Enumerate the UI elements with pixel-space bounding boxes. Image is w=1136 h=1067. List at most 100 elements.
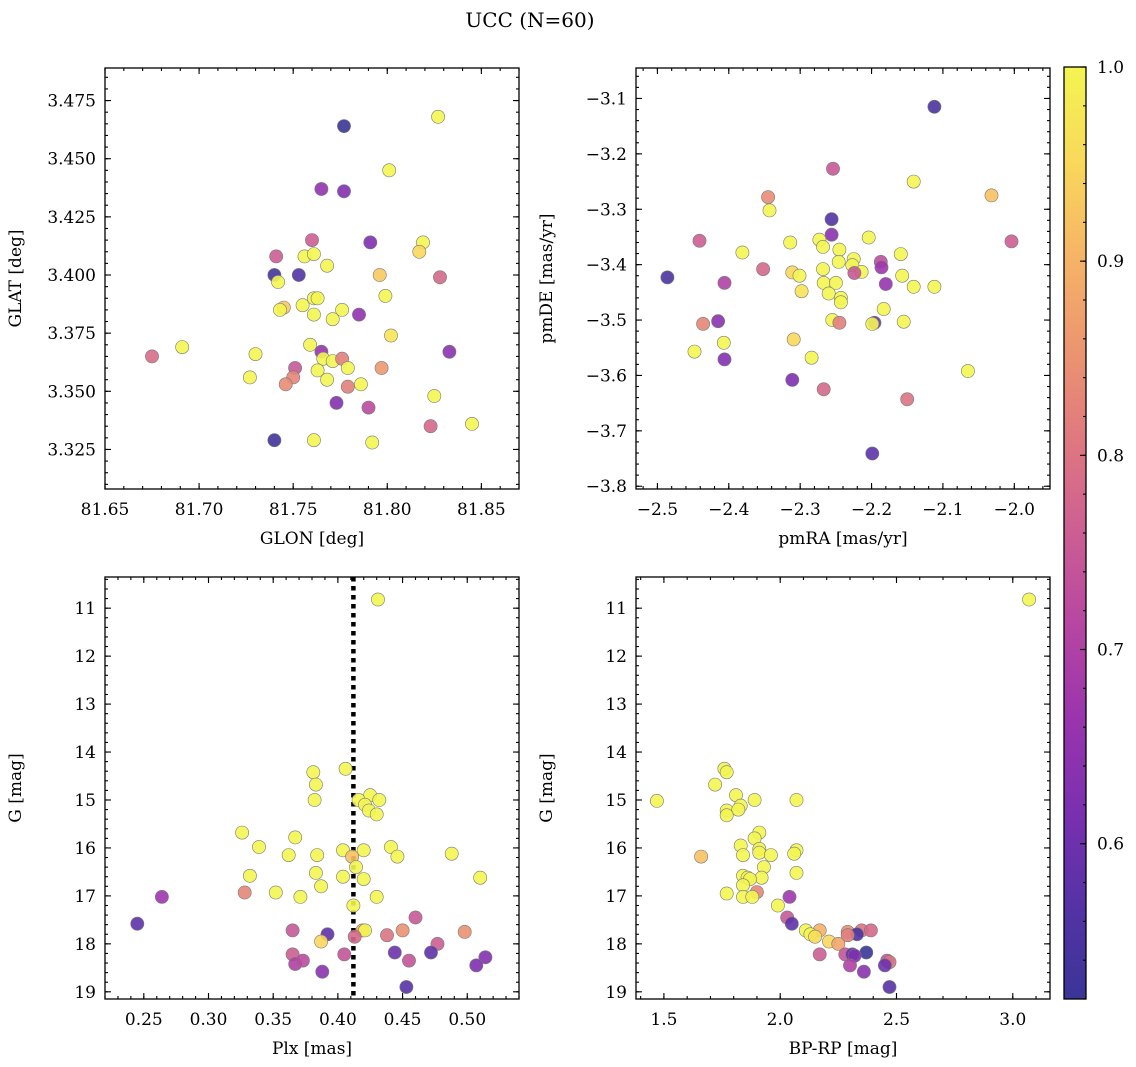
panel-glon-glat-point-51 (423, 419, 438, 434)
panel-plx-g-y-tick-label: 13 (74, 695, 96, 715)
panel-pm-point-32 (829, 275, 843, 290)
panel-color-g-axes: 1.5 2.0 2.5 3.0 11 12 13 14 15 16 17 18 19 (605, 576, 1051, 1030)
panel-glon-glat-y-tick-label: 3.400 (47, 266, 96, 286)
panel-pm-x-tick-label: −2.0 (994, 500, 1035, 520)
panel-plx-g-point-33 (369, 890, 384, 904)
panel-glon-glat-point-11 (306, 247, 321, 261)
panel-plx-g-point-24 (242, 868, 257, 883)
panel-pm-point-51 (717, 352, 732, 367)
panel-glon-glat-y-tick-label: 3.325 (47, 440, 96, 460)
panel-color-g-point-57 (857, 964, 871, 979)
panel-glon-glat-points (145, 109, 479, 450)
panel-glon-glat-y-tick-label: 3.375 (47, 324, 96, 344)
panel-plx-g-point-23 (308, 866, 323, 880)
panel-glon-glat-point-23 (378, 288, 393, 303)
panel-glon-glat-point-0 (337, 119, 351, 133)
panel-pm-point-6 (824, 212, 839, 227)
panel-pm-y-tick-label: −3.6 (586, 366, 627, 386)
panel-pm-point-3 (761, 190, 775, 204)
panel-glon-glat-point-17 (271, 275, 285, 289)
panel-glon-glat-point-16 (433, 270, 447, 285)
panel-color-g-ylabel: G [mag] (537, 753, 557, 822)
panel-glon-glat-x-tick-label: 81.75 (269, 500, 318, 520)
panel-color-g-y-tick-label: 12 (605, 647, 627, 667)
panel-plx-g-point-2 (306, 765, 321, 780)
panel-pm-point-39 (834, 295, 848, 310)
panel-plx-g-point-44 (380, 928, 394, 943)
panel-glon-glat-point-12 (320, 258, 334, 273)
panel-pm-y-tick-label: −3.5 (586, 311, 627, 331)
panel-plx-g-point-3 (308, 777, 323, 792)
panel-glon-glat-point-26 (325, 312, 340, 327)
panel-glon-glat-frame (104, 67, 520, 490)
panel-plx-g-point-25 (336, 869, 350, 884)
panel-color-g-point-36 (784, 916, 799, 931)
panel-color-g-y-tick-label: 17 (605, 887, 627, 907)
panel-pm-point-54 (785, 372, 800, 387)
panel-plx-g-point-7 (372, 793, 387, 807)
panel-pm-point-22 (816, 262, 830, 276)
panel-color-g-x-tick-label: 1.5 (650, 1010, 677, 1030)
panel-color-g-point-17 (752, 845, 767, 860)
panel-glon-glat-y-tick-label: 3.425 (47, 208, 96, 228)
panel-plx-g-x-tick-label: 0.35 (254, 1010, 292, 1030)
panel-pm-xlabel: pmRA [mas/yr] (778, 529, 907, 549)
panel-plx-g-point-40 (395, 923, 410, 938)
panel-plx-g-x-tick-label: 0.50 (448, 1010, 486, 1030)
panel-plx-g-point-0 (371, 592, 385, 607)
panel-color-g-y-tick-label: 14 (605, 743, 627, 763)
colorbar-tick-label: 0.7 (1097, 641, 1124, 661)
panel-plx-g-xlabel: Plx [mas] (272, 1039, 352, 1059)
panel-glon-glat-point-14 (291, 268, 306, 282)
panel-color-g-point-20 (736, 848, 750, 862)
panel-pm-point-26 (847, 266, 862, 280)
panel-glon-glat-point-3 (337, 184, 351, 199)
panel-color-g-xlabel: BP-RP [mag] (789, 1039, 898, 1059)
panel-glon-glat-x-tick-label: 81.70 (175, 500, 224, 520)
panel-pm-point-40 (876, 302, 891, 316)
panel-glon-glat-point-30 (175, 340, 190, 354)
panel-glon-glat-point-29 (145, 349, 159, 364)
panel-glon-glat-point-41 (374, 361, 389, 375)
panel-plx-g-point-28 (314, 879, 328, 894)
panel-glon-glat-point-9 (269, 249, 284, 264)
panel-pm-point-33 (878, 277, 893, 291)
panel-plx-g-point-55 (469, 958, 484, 973)
panel-color-g-point-7 (789, 793, 804, 807)
panel-plx-g-point-35 (408, 910, 423, 925)
panel-color-g-point-30 (719, 886, 734, 901)
panel-plx-g-x-tick-label: 0.45 (384, 1010, 422, 1030)
panel-color-g-point-18 (787, 846, 802, 861)
panel-color-g-point-48 (859, 945, 874, 960)
panel-plx-g-point-32 (293, 890, 308, 904)
panel-pm: −2.5 −2.4 −2.3 −2.2 −2.1 −2.0 −3.8 −3.7 −3.6 −3.5… (537, 67, 1051, 549)
panel-color-g-point-0 (1022, 592, 1036, 607)
panel-pm-point-21 (874, 260, 889, 275)
panel-pm-point-55 (816, 382, 831, 397)
panel-glon-glat-point-2 (314, 182, 329, 196)
panel-pm-y-tick-label: −3.7 (586, 422, 627, 442)
panel-color-g-y-tick-label: 13 (605, 695, 627, 715)
panel-pm-y-tick-label: −3.8 (586, 477, 627, 497)
panel-glon-glat-y-tick-label: 3.450 (47, 150, 96, 170)
panel-glon-glat-point-8 (412, 244, 427, 259)
panel-pm-point-13 (816, 239, 830, 254)
panel-pm-point-4 (984, 188, 999, 203)
panel-pm-point-52 (804, 350, 819, 365)
panel-pm-point-16 (893, 247, 908, 261)
panel-pm-point-56 (900, 392, 915, 407)
panel-plx-g-point-50 (337, 947, 352, 962)
panel-glon-glat-point-45 (278, 377, 293, 392)
panel-glon-glat-point-37 (442, 344, 457, 359)
panel-plx-g-point-18 (281, 848, 296, 862)
panel-pm-point-49 (786, 332, 801, 347)
panel-color-g-point-58 (882, 980, 897, 994)
panel-pm-point-18 (831, 254, 846, 269)
panel-pm-point-29 (660, 270, 675, 285)
panel-pm-point-15 (735, 245, 750, 260)
colorbar-tick-label: 0.6 (1097, 835, 1124, 855)
colorbar-ticks: 0.6 0.7 0.8 0.9 1.0 (1080, 58, 1124, 1000)
panel-color-g-x-tick-label: 2.0 (767, 1010, 794, 1030)
panel-plx-g-point-51 (478, 950, 493, 965)
